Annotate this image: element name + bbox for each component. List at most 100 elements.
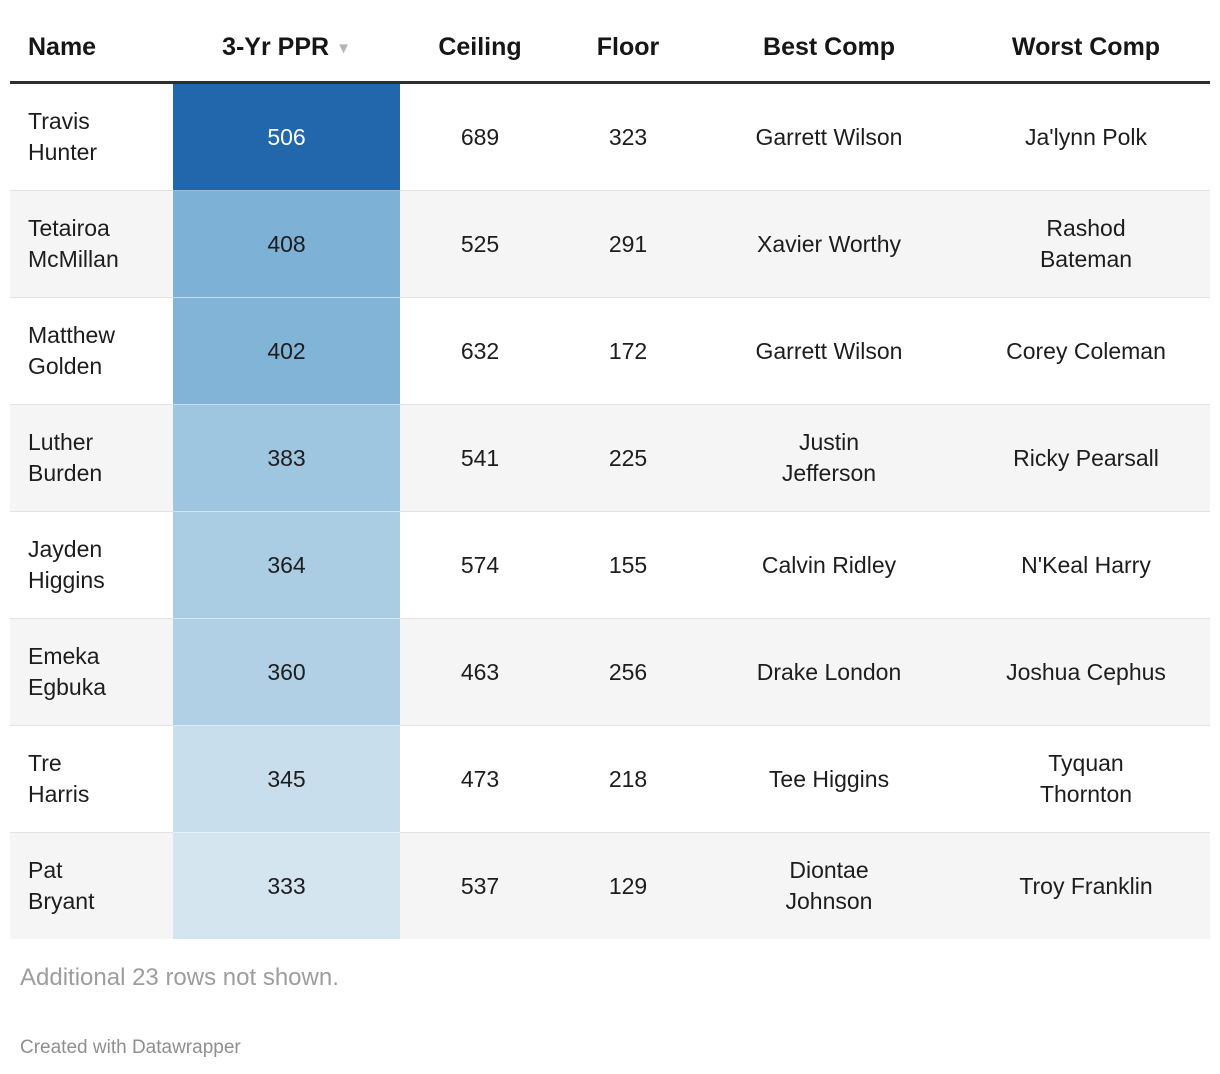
ceiling-cell: 541 bbox=[400, 404, 560, 512]
column-header-ceiling[interactable]: Ceiling bbox=[400, 0, 560, 84]
table-row: Emeka Egbuka 360 463 256 Drake London Joshua … bbox=[10, 618, 1210, 726]
best-comp-cell-text: Tee Higgins bbox=[768, 765, 890, 792]
best-comp-cell: Justin Jefferson bbox=[696, 404, 962, 512]
floor-cell-text: 155 bbox=[608, 551, 648, 578]
worst-comp-cell-text: Tyquan Thornton bbox=[1039, 750, 1133, 807]
player-name-cell-text: Pat Bryant bbox=[28, 857, 95, 914]
table-row: Tre Harris 345 473 218 Tee Higgins Tyquan Tho… bbox=[10, 725, 1210, 833]
ppr-value-cell-text: 408 bbox=[267, 230, 306, 257]
ceiling-cell-text: 473 bbox=[460, 765, 500, 792]
worst-comp-cell: Troy Franklin bbox=[962, 832, 1210, 939]
ceiling-cell: 525 bbox=[400, 190, 560, 298]
ppr-value-cell-text: 360 bbox=[267, 658, 306, 685]
floor-cell: 256 bbox=[560, 618, 696, 726]
sort-desc-icon: ▼ bbox=[336, 40, 351, 57]
best-comp-cell: Garrett Wilson bbox=[696, 83, 962, 191]
worst-comp-cell: Tyquan Thornton bbox=[962, 725, 1210, 833]
header-row: Name 3-Yr PPR ▼ Ceiling Floor Best Comp W… bbox=[10, 0, 1210, 84]
ceiling-cell-text: 541 bbox=[460, 444, 500, 471]
player-name-cell: Tre Harris bbox=[10, 725, 173, 833]
column-header-worst-comp[interactable]: Worst Comp bbox=[962, 0, 1210, 84]
table-row: Tetairoa McMillan 408 525 291 Xavier Worthy R… bbox=[10, 190, 1210, 298]
player-name-cell: Matthew Golden bbox=[10, 297, 173, 405]
ppr-value-cell: 364 bbox=[173, 511, 400, 619]
column-header-3yr-ppr[interactable]: 3-Yr PPR ▼ bbox=[173, 0, 400, 84]
ppr-value-cell: 408 bbox=[173, 190, 400, 298]
table-row: Pat Bryant 333 537 129 Diontae Johnson Troy F… bbox=[10, 832, 1210, 939]
worst-comp-cell-text: Corey Coleman bbox=[1006, 337, 1166, 364]
player-name-cell-text: Tetairoa McMillan bbox=[28, 215, 119, 272]
floor-cell: 218 bbox=[560, 725, 696, 833]
best-comp-cell-text: Justin Jefferson bbox=[781, 429, 877, 486]
table-row: Matthew Golden 402 632 172 Garrett Wilson Cor… bbox=[10, 297, 1210, 405]
datawrapper-credit-link[interactable]: Created with Datawrapper bbox=[20, 1037, 241, 1058]
worst-comp-cell-text: Ricky Pearsall bbox=[1013, 444, 1159, 471]
rows-not-shown-note: Additional 23 rows not shown. bbox=[20, 964, 339, 991]
worst-comp-cell-text: Troy Franklin bbox=[1019, 872, 1153, 899]
ppr-value-cell: 402 bbox=[173, 297, 400, 405]
best-comp-cell-text: Diontae Johnson bbox=[785, 857, 873, 914]
worst-comp-cell: N'Keal Harry bbox=[962, 511, 1210, 619]
ppr-value-cell: 345 bbox=[173, 725, 400, 833]
ceiling-cell: 473 bbox=[400, 725, 560, 833]
best-comp-cell-text: Calvin Ridley bbox=[761, 551, 897, 578]
ppr-value-cell: 506 bbox=[173, 82, 400, 191]
column-header-3yr-ppr-label: 3-Yr PPR bbox=[222, 33, 330, 61]
ceiling-cell-text: 537 bbox=[460, 872, 500, 899]
table-row: Luther Burden 383 541 225 Justin Jefferson Ri… bbox=[10, 404, 1210, 512]
floor-cell-text: 225 bbox=[608, 444, 648, 471]
ppr-value-cell-text: 345 bbox=[267, 765, 306, 792]
player-name-cell-text: Luther Burden bbox=[28, 429, 103, 486]
floor-cell: 323 bbox=[560, 83, 696, 191]
ceiling-cell: 632 bbox=[400, 297, 560, 405]
floor-cell: 155 bbox=[560, 511, 696, 619]
ceiling-cell-text: 525 bbox=[460, 230, 500, 257]
player-name-cell-text: Jayden Higgins bbox=[28, 536, 105, 593]
best-comp-cell-text: Garrett Wilson bbox=[755, 337, 903, 364]
player-name-cell: Travis Hunter bbox=[10, 83, 173, 191]
ppr-value-cell: 360 bbox=[173, 618, 400, 726]
player-name-cell: Pat Bryant bbox=[10, 832, 173, 939]
worst-comp-cell: Ja'lynn Polk bbox=[962, 83, 1210, 191]
best-comp-cell-text: Garrett Wilson bbox=[755, 123, 903, 150]
player-name-cell-text: Matthew Golden bbox=[28, 322, 115, 379]
worst-comp-cell-text: Joshua Cephus bbox=[1006, 658, 1166, 685]
ppr-value-cell-text: 333 bbox=[267, 872, 306, 899]
ppr-value-cell-text: 383 bbox=[267, 444, 306, 471]
ceiling-cell-text: 574 bbox=[460, 551, 500, 578]
ceiling-cell-text: 463 bbox=[460, 658, 500, 685]
table-body: Travis Hunter 506 689 323 Garrett Wilson Ja'l… bbox=[10, 82, 1210, 939]
player-name-cell: Jayden Higgins bbox=[10, 511, 173, 619]
ceiling-cell: 689 bbox=[400, 83, 560, 191]
ppr-value-cell: 383 bbox=[173, 404, 400, 512]
worst-comp-cell: Ricky Pearsall bbox=[962, 404, 1210, 512]
ppr-value-cell: 333 bbox=[173, 832, 400, 939]
floor-cell: 129 bbox=[560, 832, 696, 939]
floor-cell-text: 172 bbox=[608, 337, 648, 364]
floor-cell-text: 218 bbox=[608, 765, 648, 792]
column-header-floor[interactable]: Floor bbox=[560, 0, 696, 84]
worst-comp-cell: Joshua Cephus bbox=[962, 618, 1210, 726]
worst-comp-cell-text: Ja'lynn Polk bbox=[1024, 123, 1147, 150]
column-header-name[interactable]: Name bbox=[10, 0, 173, 84]
player-name-cell-text: Emeka Egbuka bbox=[28, 643, 107, 700]
ppr-value-cell-text: 402 bbox=[267, 337, 306, 364]
floor-cell: 172 bbox=[560, 297, 696, 405]
floor-cell-text: 129 bbox=[608, 872, 648, 899]
player-name-cell: Emeka Egbuka bbox=[10, 618, 173, 726]
player-name-cell: Tetairoa McMillan bbox=[10, 190, 173, 298]
ceiling-cell: 574 bbox=[400, 511, 560, 619]
player-name-cell: Luther Burden bbox=[10, 404, 173, 512]
floor-cell: 291 bbox=[560, 190, 696, 298]
ppr-value-cell-text: 364 bbox=[267, 551, 306, 578]
ceiling-cell: 463 bbox=[400, 618, 560, 726]
worst-comp-cell-text: N'Keal Harry bbox=[1021, 551, 1151, 578]
floor-cell: 225 bbox=[560, 404, 696, 512]
best-comp-cell: Calvin Ridley bbox=[696, 511, 962, 619]
column-header-best-comp[interactable]: Best Comp bbox=[696, 0, 962, 84]
best-comp-cell: Diontae Johnson bbox=[696, 832, 962, 939]
ceiling-cell: 537 bbox=[400, 832, 560, 939]
best-comp-cell: Xavier Worthy bbox=[696, 190, 962, 298]
floor-cell-text: 256 bbox=[608, 658, 648, 685]
